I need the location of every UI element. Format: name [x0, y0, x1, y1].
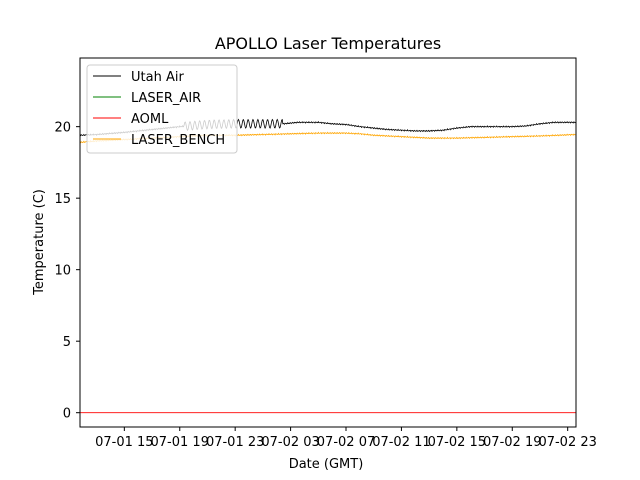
legend-label-laser-air: LASER_AIR [131, 91, 201, 106]
legend-label-utah-air: Utah Air [131, 70, 184, 85]
axes-frame [79, 57, 577, 428]
x-tick-label: 07-02 15 [428, 435, 486, 450]
legend-label-aoml: AOML [131, 112, 169, 127]
legend-label-laser-bench: LASER_BENCH [131, 133, 225, 148]
x-tick-label: 07-02 11 [372, 435, 430, 450]
x-tick-label: 07-01 15 [95, 435, 153, 450]
y-axis: 0 5 10 15 20 [54, 121, 80, 422]
x-tick-label: 07-02 03 [261, 435, 319, 450]
y-tick-label: 15 [54, 192, 71, 207]
x-axis-label: Date (GMT) [289, 457, 364, 472]
y-tick-label: 0 [63, 407, 71, 422]
y-tick-label: 20 [54, 121, 71, 136]
y-tick-label: 5 [63, 335, 71, 350]
legend-box [86, 64, 238, 154]
x-tick-label: 07-01 19 [151, 435, 209, 450]
y-axis-label: Temperature (C) [32, 189, 47, 296]
x-tick-label: 07-02 23 [538, 435, 596, 450]
legend: Utah Air LASER_AIR AOML LASER_BENCH [86, 64, 238, 154]
x-tick-label: 07-02 07 [317, 435, 375, 450]
chart-title: APOLLO Laser Temperatures [215, 34, 441, 53]
x-tick-label: 07-02 19 [483, 435, 541, 450]
x-tick-label: 07-01 23 [206, 435, 264, 450]
y-tick-label: 10 [54, 264, 71, 279]
